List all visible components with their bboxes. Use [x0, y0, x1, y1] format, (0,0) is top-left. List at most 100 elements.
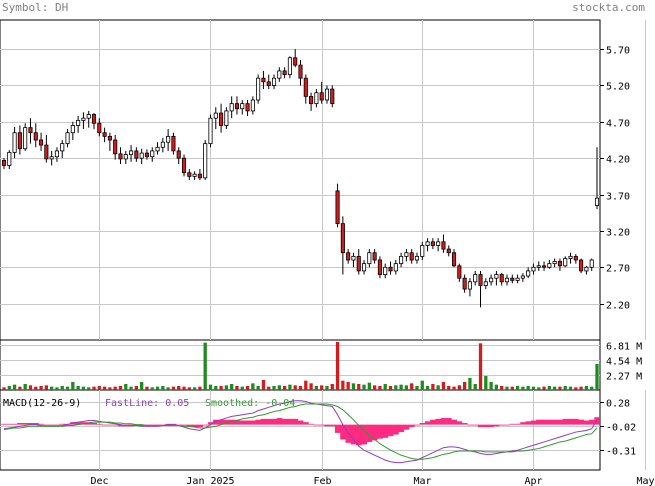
- candle-body: [134, 150, 139, 159]
- volume-bar: [298, 386, 303, 390]
- candle-body: [261, 77, 266, 83]
- volume-bar: [282, 386, 287, 390]
- volume-panel: [0, 339, 601, 391]
- candle-body: [70, 125, 75, 134]
- volume-bar: [500, 386, 504, 390]
- macd-histogram-bar: [213, 419, 219, 425]
- macd-histogram-bar: [483, 424, 489, 428]
- volume-bar: [431, 384, 435, 390]
- candle-body: [181, 157, 187, 174]
- volume-bar: [171, 386, 176, 390]
- vol-tick-label: 6.81 M: [606, 342, 642, 353]
- volume-bar: [203, 342, 207, 390]
- macd-histogram-bar: [430, 419, 436, 425]
- volume-bar: [267, 386, 271, 390]
- volume-bar: [531, 386, 536, 390]
- macd-histogram-bar: [234, 419, 240, 425]
- candle-body: [324, 88, 330, 101]
- volume-bar: [314, 386, 319, 390]
- candle-body: [404, 252, 409, 257]
- candle-body: [335, 190, 340, 225]
- y-tick-label: 4.20: [606, 155, 630, 166]
- candle-body: [197, 173, 202, 179]
- volume-bar: [12, 384, 17, 390]
- macd-histogram-bar: [589, 419, 595, 425]
- volume-bar: [505, 386, 509, 390]
- candle-body: [457, 265, 462, 279]
- candle-body: [213, 112, 218, 119]
- volume-bar: [484, 376, 488, 390]
- volume-bar: [542, 386, 546, 390]
- candle-body: [54, 150, 59, 158]
- macd-histogram-bar: [207, 422, 214, 425]
- candle-body: [547, 263, 552, 268]
- candle-body: [372, 252, 377, 261]
- macd-histogram-bar: [562, 418, 569, 425]
- candle-body: [584, 266, 589, 272]
- macd-histogram-bar: [255, 419, 262, 425]
- x-tick-label: Apr: [524, 476, 542, 486]
- volume-bar: [245, 386, 250, 390]
- y-tick-label: 3.70: [606, 192, 630, 203]
- macd-histogram-bar: [456, 421, 463, 425]
- macd-histogram-bar: [488, 424, 495, 428]
- volume-bar: [118, 386, 123, 390]
- candle-body: [483, 281, 488, 286]
- candle-body: [39, 139, 44, 146]
- candle-body: [303, 77, 308, 97]
- candle-body: [478, 274, 483, 286]
- macd-histogram-bar: [101, 424, 108, 426]
- volume-bar: [436, 385, 440, 390]
- volume-bar: [367, 382, 371, 390]
- candle-body: [298, 64, 303, 79]
- macd-histogram-bar: [191, 424, 198, 428]
- candle-body: [420, 245, 425, 257]
- volume-bar: [383, 384, 387, 390]
- volume-bar: [346, 382, 350, 390]
- volume-bar: [102, 386, 107, 390]
- macd-histogram-bar: [520, 422, 526, 425]
- volume-bar: [590, 386, 594, 390]
- volume-bar: [425, 386, 430, 390]
- volume-bar: [34, 386, 38, 390]
- macd-histogram-bar: [297, 420, 304, 425]
- macd-histogram-bar: [387, 424, 394, 437]
- volume-bar: [140, 382, 144, 390]
- volume-bar: [330, 384, 334, 390]
- candle-body: [224, 110, 229, 126]
- macd-histogram-bar: [536, 419, 542, 425]
- candle-body: [494, 274, 499, 279]
- volume-bar: [553, 386, 557, 390]
- macd-histogram-bar: [59, 423, 66, 425]
- volume-bar: [277, 385, 281, 390]
- volume-bar: [87, 387, 91, 390]
- candle-body: [356, 255, 361, 272]
- macd-histogram-bar: [573, 418, 579, 425]
- volume-bar: [219, 386, 223, 390]
- macd-histogram-bar: [107, 424, 113, 426]
- macd-histogram-bar: [366, 424, 373, 442]
- macd-histogram-bar: [308, 423, 315, 425]
- candle-body: [542, 265, 547, 268]
- candle-body: [76, 119, 81, 126]
- volume-bar: [71, 382, 75, 390]
- macd-histogram-bar: [324, 424, 330, 427]
- macd-histogram-bar: [112, 424, 119, 426]
- y-tick-label: 5.70: [606, 46, 630, 57]
- candle-body: [473, 274, 478, 283]
- volume-bar: [558, 386, 562, 390]
- candle-body: [563, 258, 568, 267]
- volume-bar: [39, 386, 43, 390]
- x-tick-label: Mar: [413, 476, 431, 486]
- macd-histogram-bar: [303, 422, 309, 425]
- volume-bar: [198, 386, 202, 390]
- volume-bar: [388, 386, 393, 390]
- candle-body: [510, 277, 515, 281]
- candle-body: [340, 223, 345, 254]
- macd-histogram-bar: [361, 424, 367, 445]
- macd-histogram-bar: [530, 420, 537, 425]
- macd-histogram-bar: [514, 423, 521, 425]
- candle-body: [568, 255, 573, 259]
- candle-body: [192, 173, 197, 177]
